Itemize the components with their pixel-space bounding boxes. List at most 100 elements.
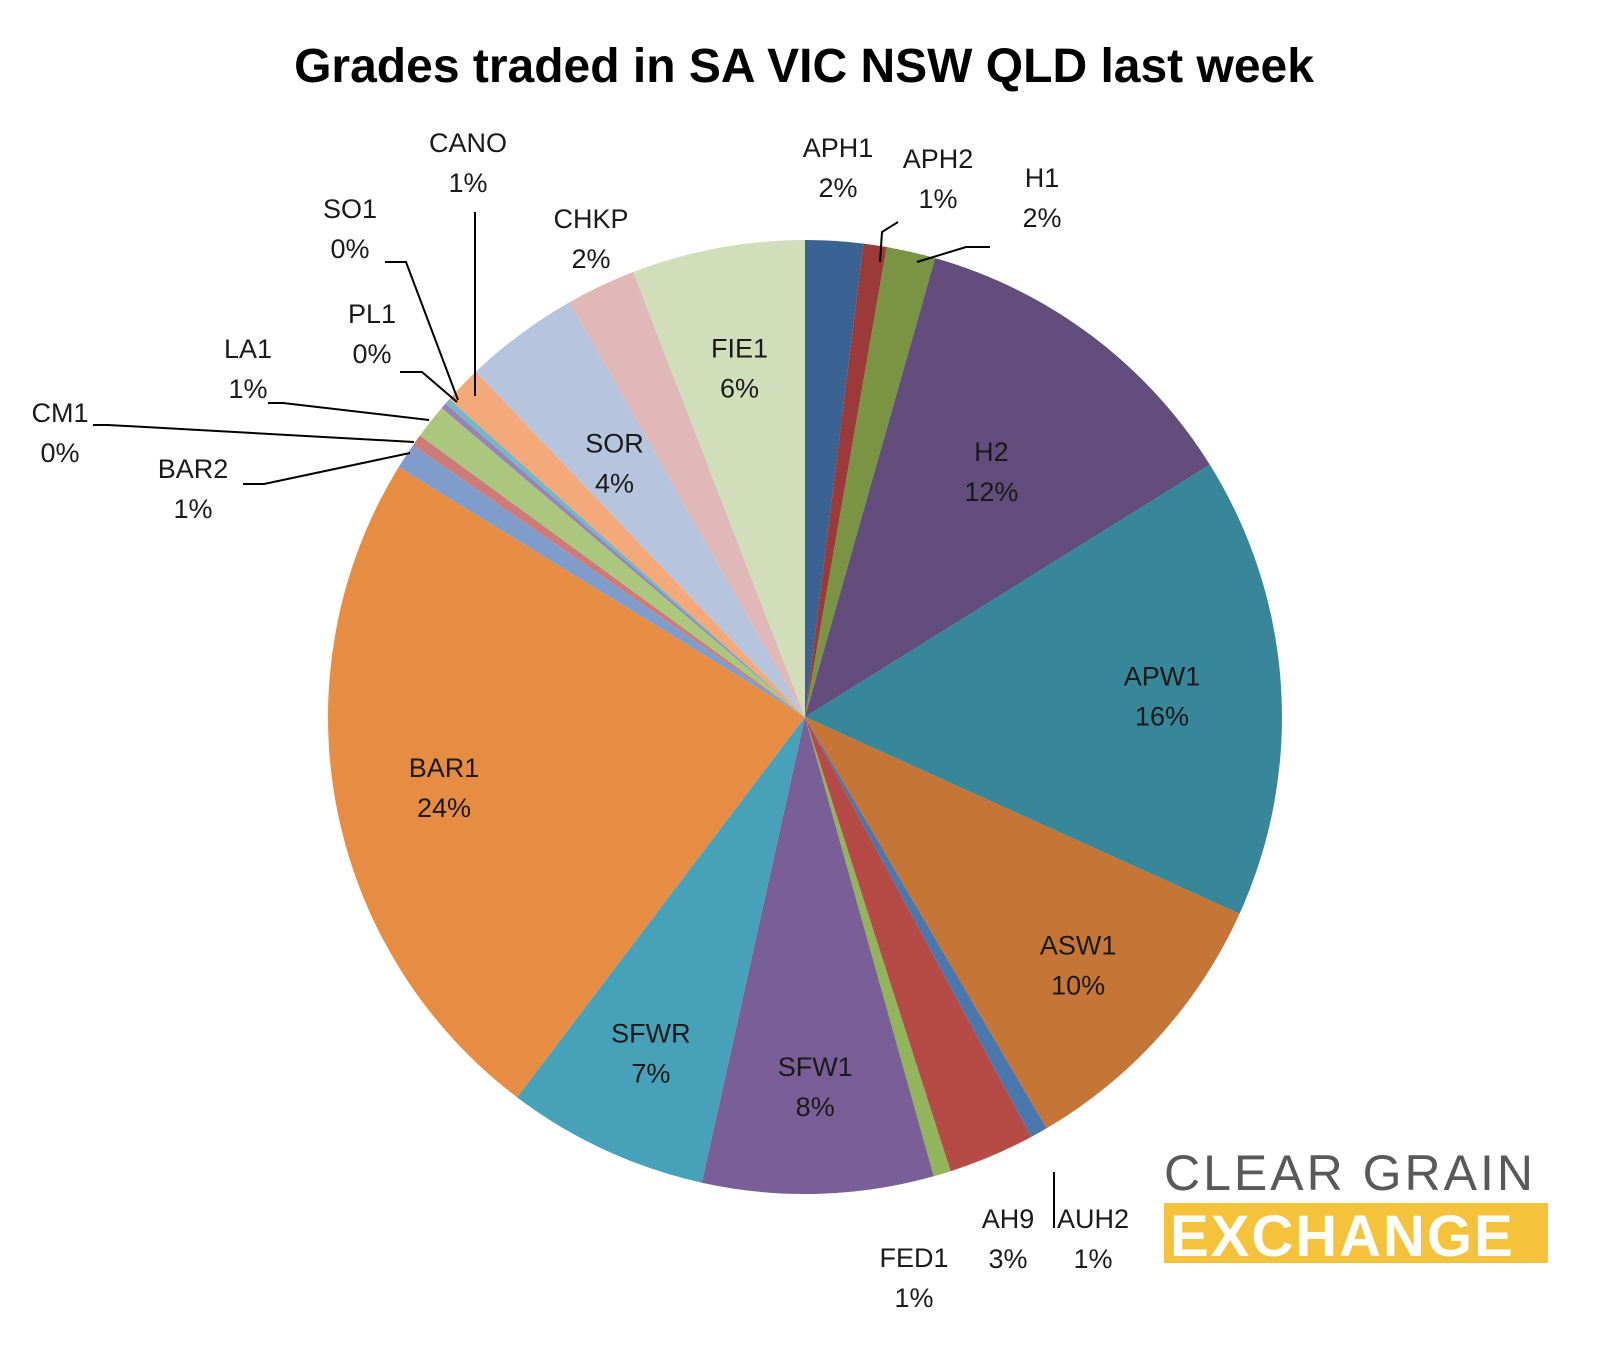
pie-slice-pl1 — [441, 403, 805, 717]
data-labels: APH1 2%APH2 1%H1 2%H2 12%APW1 16%ASW1 10%AUH2 1… — [31, 128, 1200, 1313]
pie-slice-sfw1 — [701, 717, 934, 1194]
pie-slice-sfwr — [517, 717, 805, 1183]
slice-percent: 0% — [40, 438, 79, 468]
pie-slice-asw1 — [805, 717, 1240, 1129]
data-label-sfw1: SFW1 8% — [778, 1052, 853, 1122]
clear-grain-exchange-logo: CLEAR GRAIN EXCHANGE — [1164, 1145, 1548, 1269]
slice-percent: 1% — [918, 184, 957, 214]
pie-slice-cano — [449, 371, 805, 717]
pie-slice-la1 — [419, 407, 805, 717]
slice-percent: 1% — [1073, 1244, 1112, 1274]
slice-percent: 12% — [964, 477, 1018, 507]
slice-name: ASW1 — [1040, 931, 1117, 961]
data-label-fie1: FIE1 6% — [711, 333, 768, 403]
slice-percent: 2% — [1022, 203, 1061, 233]
pie-slice-ah9 — [805, 717, 1032, 1172]
data-label-h1: H1 2% — [1022, 163, 1061, 233]
data-label-cm1: CM1 0% — [31, 398, 88, 468]
data-label-ah9: AH9 3% — [982, 1204, 1035, 1274]
slice-name: FED1 — [879, 1243, 948, 1273]
slice-name: SO1 — [323, 194, 377, 224]
data-label-bar1: BAR1 24% — [409, 753, 480, 823]
data-label-so1: SO1 0% — [323, 194, 377, 264]
slice-percent: 24% — [417, 793, 471, 823]
data-label-apw1: APW1 16% — [1124, 661, 1201, 731]
leader-line-cm1 — [93, 424, 415, 443]
logo-line1: CLEAR GRAIN — [1164, 1145, 1536, 1201]
slice-percent: 0% — [330, 234, 369, 264]
leader-line-aph2 — [879, 221, 899, 263]
pie-slice-sor — [475, 302, 805, 717]
leader-line-bar2 — [243, 452, 411, 485]
slice-percent: 0% — [352, 339, 391, 369]
data-label-sfwr: SFWR 7% — [611, 1018, 690, 1088]
slice-percent: 6% — [720, 373, 759, 403]
slice-percent: 16% — [1135, 701, 1189, 731]
chart-title: Grades traded in SA VIC NSW QLD last wee… — [294, 40, 1314, 93]
slice-name: H1 — [1025, 163, 1060, 193]
data-label-aph1: APH1 2% — [803, 133, 874, 203]
data-label-la1: LA1 1% — [224, 334, 272, 404]
slice-name: SOR — [585, 428, 644, 458]
logo-line2: EXCHANGE — [1170, 1204, 1515, 1269]
slice-name: CM1 — [31, 398, 88, 428]
leader-line-pl1 — [400, 371, 458, 403]
slice-name: APW1 — [1124, 661, 1201, 691]
slice-name: FIE1 — [711, 333, 768, 363]
slice-name: BAR2 — [158, 454, 229, 484]
slice-name: APH2 — [903, 144, 974, 174]
data-label-aph2: APH2 1% — [903, 144, 974, 214]
slice-name: BAR1 — [409, 753, 480, 783]
slice-name: SFWR — [611, 1018, 690, 1048]
slice-name: AH9 — [982, 1204, 1035, 1234]
slice-name: CHKP — [553, 204, 628, 234]
pie-slice-bar1 — [327, 467, 805, 1098]
slice-percent: 8% — [796, 1092, 835, 1122]
slice-percent: 4% — [595, 468, 634, 498]
pie-slice-chkp — [569, 272, 805, 717]
data-label-sor: SOR 4% — [585, 428, 644, 498]
pie-slice-auh2 — [805, 717, 1047, 1137]
leader-lines — [93, 212, 1055, 1228]
slice-name: CANO — [429, 128, 507, 158]
slice-name: LA1 — [224, 334, 272, 364]
pie-slices — [327, 239, 1282, 1194]
pie-slice-bar2 — [398, 445, 805, 717]
slice-percent: 2% — [571, 244, 610, 274]
pie-slice-h2 — [805, 258, 1210, 717]
data-label-bar2: BAR2 1% — [158, 454, 229, 524]
data-label-fed1: FED1 1% — [879, 1243, 948, 1313]
slice-name: PL1 — [348, 299, 396, 329]
pie-slice-aph1 — [805, 239, 864, 717]
slice-name: SFW1 — [778, 1052, 853, 1082]
data-label-h2: H2 12% — [964, 437, 1018, 507]
slice-percent: 7% — [631, 1058, 670, 1088]
slice-percent: 3% — [988, 1244, 1027, 1274]
pie-slice-fie1 — [633, 240, 805, 717]
data-label-asw1: ASW1 10% — [1040, 931, 1117, 1001]
leader-line-so1 — [385, 261, 459, 401]
slice-percent: 1% — [173, 494, 212, 524]
slice-percent: 1% — [448, 168, 487, 198]
slice-name: H2 — [974, 437, 1009, 467]
pie-slice-apw1 — [805, 464, 1282, 914]
slice-name: AUH2 — [1057, 1204, 1129, 1234]
leader-line-h1 — [916, 246, 990, 263]
slice-percent: 1% — [228, 374, 267, 404]
data-label-pl1: PL1 0% — [348, 299, 396, 369]
data-label-chkp: CHKP 2% — [553, 204, 628, 274]
leader-line-la1 — [268, 402, 430, 421]
pie-slice-fed1 — [805, 717, 951, 1177]
slice-percent: 2% — [818, 173, 857, 203]
logo-band — [1164, 1203, 1548, 1263]
pie-slice-h1 — [805, 247, 936, 718]
data-label-auh2: AUH2 1% — [1057, 1204, 1129, 1274]
pie-slice-aph2 — [805, 243, 887, 717]
slice-name: APH1 — [803, 133, 874, 163]
slice-percent: 10% — [1051, 971, 1105, 1001]
pie-slice-cm1 — [413, 435, 805, 717]
data-label-cano: CANO 1% — [429, 128, 507, 198]
slice-percent: 1% — [894, 1283, 933, 1313]
pie-slice-so1 — [445, 399, 805, 717]
